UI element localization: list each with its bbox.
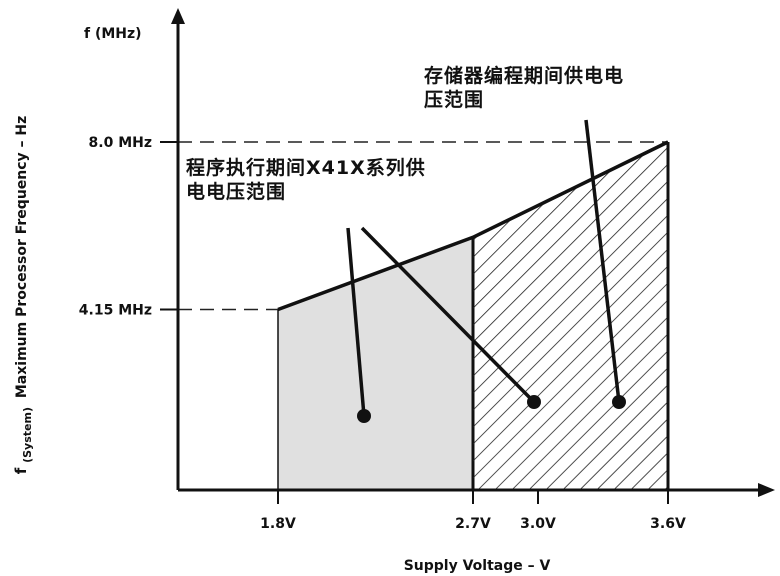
series-layer — [277, 140, 669, 312]
pointer-line-2 — [360, 226, 536, 404]
annotation-2: 存储器编程期间供电电压范围 — [424, 64, 624, 111]
annotation-1: 程序执行期间X41X系列供电电压范围 — [186, 156, 426, 203]
pointer-dot-2 — [527, 395, 541, 409]
region-2 — [473, 142, 668, 490]
y-axis-label-main: Maximum Processor Frequency – Hz — [14, 116, 30, 398]
x-tick-label-3.6V: 3.6V — [650, 516, 686, 532]
reference-lines — [178, 141, 668, 311]
annotations: 程序执行期间X41X系列供电电压范围 存储器编程期间供电电压范围 — [186, 64, 626, 423]
ticks: 1.8V 2.7V 3.0V 3.6V 4.15 MHz 8.0 MHz — [79, 135, 686, 532]
axes — [171, 8, 775, 497]
annotation-1-line-1: 程序执行期间X41X系列供 — [186, 156, 426, 179]
pointer-line-3 — [584, 119, 621, 403]
x-tick-label-1.8V: 1.8V — [260, 516, 296, 532]
series-line — [277, 140, 669, 312]
y-axis-arrow — [171, 8, 185, 24]
y-axis-label-subscript: (System) — [21, 407, 34, 463]
x-tick-label-2.7V: 2.7V — [455, 516, 491, 532]
pointer-dot-3 — [612, 395, 626, 409]
annotation-1-line-2: 电电压范围 — [186, 180, 286, 203]
x-axis-label: Supply Voltage – V — [404, 558, 551, 574]
x-tick-label-3.0V: 3.0V — [520, 516, 556, 532]
pointer-line-1 — [346, 227, 366, 417]
pointer-dot-1 — [357, 409, 371, 423]
x-axis-arrow — [758, 483, 775, 497]
region-1 — [278, 237, 473, 490]
svg-text:f (System) Maximum: f (System) Maximum Processor Frequency –… — [12, 116, 35, 475]
y-tick-label-8.0 MHz: 8.0 MHz — [89, 135, 152, 151]
y-axis-unit-label: f (MHz) — [84, 26, 142, 42]
annotation-2-line-2: 压范围 — [424, 88, 484, 111]
y-tick-label-4.15 MHz: 4.15 MHz — [79, 302, 152, 318]
annotation-2-line-1: 存储器编程期间供电电 — [424, 64, 624, 87]
y-axis-label: f (System) Maximum Processor Frequency –… — [12, 116, 35, 475]
y-axis-label-prefix: f — [12, 467, 30, 474]
